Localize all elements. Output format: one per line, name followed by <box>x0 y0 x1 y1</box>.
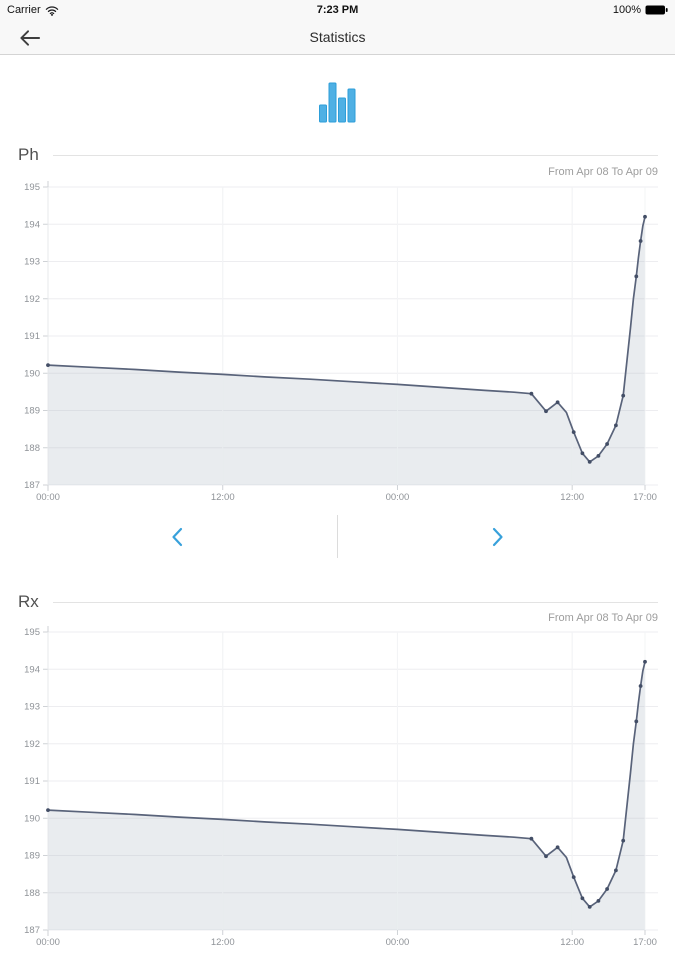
back-button[interactable] <box>12 25 46 51</box>
carrier-label: Carrier <box>7 4 41 16</box>
svg-text:194: 194 <box>24 219 40 230</box>
section-divider <box>52 601 658 603</box>
svg-text:191: 191 <box>24 776 40 787</box>
svg-text:194: 194 <box>24 664 40 675</box>
chart-type-selector <box>0 76 675 124</box>
svg-text:00:00: 00:00 <box>36 937 60 948</box>
battery-percent: 100% <box>612 4 641 16</box>
svg-text:00:00: 00:00 <box>36 492 60 503</box>
svg-text:12:00: 12:00 <box>560 492 584 503</box>
chevron-left-icon <box>172 527 183 547</box>
status-left: Carrier <box>7 4 59 16</box>
chart-pager <box>0 512 675 562</box>
section-header-rx: Rx <box>18 592 658 612</box>
svg-text:17:00: 17:00 <box>633 937 657 948</box>
chevron-right-icon <box>492 527 503 547</box>
svg-text:187: 187 <box>24 480 40 491</box>
section-title: Ph <box>18 145 39 164</box>
date-range-label: From Apr 08 To Apr 09 <box>548 612 658 624</box>
svg-text:193: 193 <box>24 702 40 713</box>
page-title: Statistics <box>309 29 366 45</box>
svg-text:190: 190 <box>24 813 40 824</box>
svg-text:192: 192 <box>24 294 40 305</box>
battery-icon <box>645 5 668 15</box>
next-page-button[interactable] <box>468 512 528 562</box>
svg-text:191: 191 <box>24 331 40 342</box>
status-bar: Carrier 7:23 PM 100% <box>0 0 675 20</box>
svg-text:187: 187 <box>24 925 40 936</box>
pager-divider <box>337 515 338 558</box>
svg-text:195: 195 <box>24 182 40 193</box>
svg-text:188: 188 <box>24 888 40 899</box>
svg-text:195: 195 <box>24 627 40 638</box>
section-divider <box>52 154 658 156</box>
svg-text:12:00: 12:00 <box>211 492 235 503</box>
svg-text:12:00: 12:00 <box>560 937 584 948</box>
svg-text:12:00: 12:00 <box>211 937 235 948</box>
svg-text:190: 190 <box>24 368 40 379</box>
svg-text:189: 189 <box>24 851 40 862</box>
svg-text:192: 192 <box>24 739 40 750</box>
bar-chart-icon[interactable] <box>318 76 358 124</box>
wifi-icon <box>45 5 58 16</box>
back-arrow-icon <box>19 30 40 46</box>
svg-text:17:00: 17:00 <box>633 492 657 503</box>
svg-text:193: 193 <box>24 257 40 268</box>
date-range-label: From Apr 08 To Apr 09 <box>548 166 658 178</box>
clock: 7:23 PM <box>316 4 359 16</box>
svg-text:00:00: 00:00 <box>386 937 410 948</box>
svg-text:00:00: 00:00 <box>386 492 410 503</box>
section-header-ph: Ph <box>18 145 658 165</box>
section-title: Rx <box>18 592 39 611</box>
previous-page-button[interactable] <box>147 512 207 562</box>
navigation-bar: Statistics <box>0 20 675 55</box>
svg-text:188: 188 <box>24 443 40 454</box>
svg-text:189: 189 <box>24 406 40 417</box>
rx-line-chart: 187 188 189 190 191 192 193 194 195 00:00 12:00 00:… <box>24 626 658 948</box>
ph-line-chart: 187 188 189 190 191 192 193 194 195 00:00 12:00 00:… <box>24 181 658 503</box>
status-right: 100% <box>613 4 668 16</box>
